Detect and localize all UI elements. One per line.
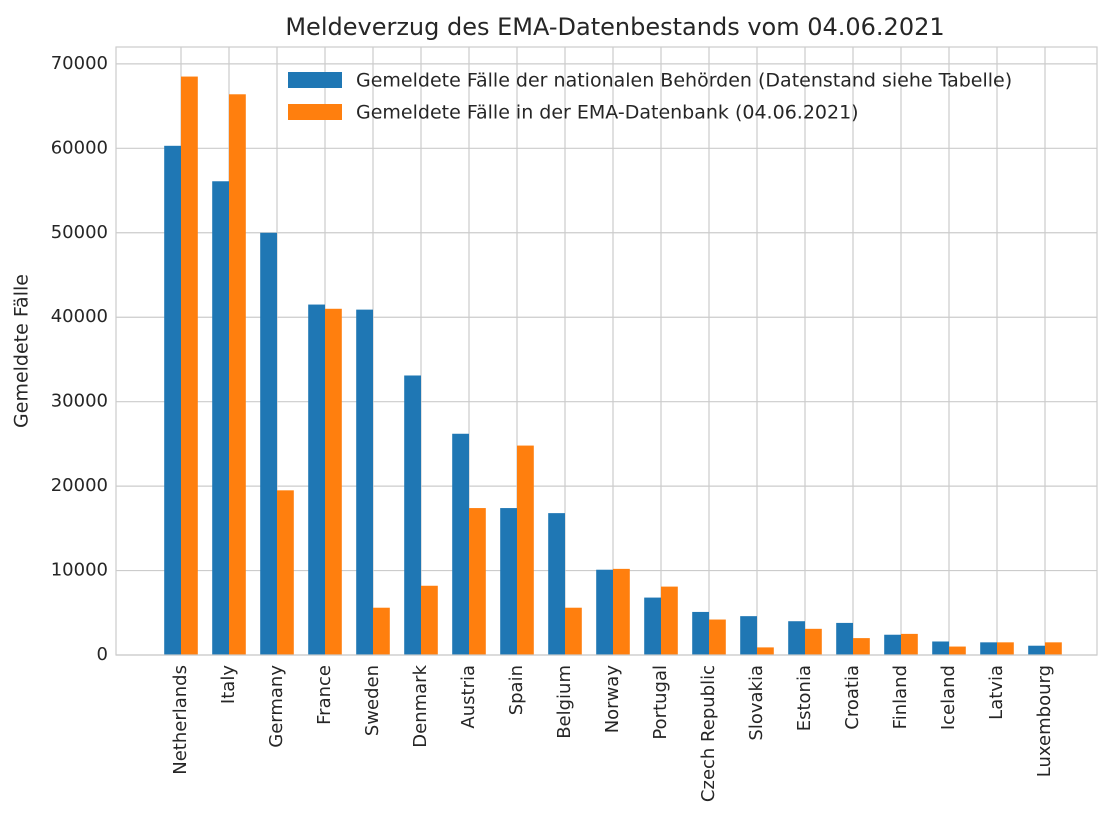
x-tick-label: Estonia [794,665,815,731]
bar [1028,645,1045,655]
x-tick-label: Portugal [650,665,671,740]
bar [500,508,517,655]
legend-swatch [288,72,342,88]
x-tick-label: Iceland [938,665,959,730]
x-tick-label: Netherlands [170,665,191,775]
y-tick-label: 70000 [51,53,108,74]
bar [980,642,997,655]
bar [709,619,726,655]
bar [692,611,709,655]
bar [661,586,678,655]
bar [548,513,565,655]
bar [565,607,582,655]
x-tick-label: Austria [458,665,479,729]
bar [356,309,373,655]
bar [181,76,198,656]
bar [308,304,325,655]
bar [1045,642,1062,655]
legend-label: Gemeldete Fälle der nationalen Behörden … [356,70,1012,92]
bar [277,490,294,655]
bar [452,433,469,655]
bar [325,308,342,655]
bar [613,568,630,655]
x-tick-label: Czech Republic [698,665,719,802]
bar [421,585,438,655]
bar [596,569,613,655]
x-tick-label: Luxembourg [1034,665,1055,777]
y-tick-label: 60000 [51,137,108,158]
x-tick-label: Slovakia [746,665,767,741]
bar [788,621,805,655]
bar [949,646,966,655]
x-tick-label: Germany [266,665,287,748]
y-tick-label: 20000 [51,475,108,496]
bar [805,628,822,655]
y-tick-label: 30000 [51,391,108,412]
bar [757,647,774,655]
legend-label: Gemeldete Fälle in der EMA-Datenbank (04… [356,102,859,124]
x-tick-label: Denmark [410,664,431,747]
y-tick-label: 50000 [51,222,108,243]
x-tick-label: Belgium [554,665,575,739]
x-tick-label: Sweden [362,665,383,736]
chart-title: Meldeverzug des EMA-Datenbestands vom 04… [285,13,944,41]
x-tick-label: Finland [890,665,911,729]
bar [901,633,918,655]
bar [884,634,901,655]
bar [644,597,661,655]
bar [932,641,949,655]
bar [229,94,246,656]
bar [469,508,486,655]
x-tick-label: Italy [218,665,239,704]
bar [853,638,870,655]
bar [997,642,1014,655]
x-tick-label: Latvia [986,665,1007,720]
legend-swatch [288,104,342,120]
x-tick-label: Croatia [842,665,863,730]
bar [517,445,534,655]
x-tick-label: Spain [506,665,527,715]
x-tick-label: Norway [602,665,623,734]
y-axis-label: Gemeldete Fälle [11,274,33,428]
y-tick-label: 0 [97,644,108,665]
bar [836,622,853,655]
plot-frame [115,46,1098,656]
bar [404,375,421,655]
bar [740,616,757,655]
bar [212,181,229,655]
bar [373,607,390,655]
bar [164,145,181,656]
y-tick-label: 10000 [51,560,108,581]
bar [260,232,277,655]
x-tick-label: France [314,665,335,725]
y-tick-label: 40000 [51,306,108,327]
